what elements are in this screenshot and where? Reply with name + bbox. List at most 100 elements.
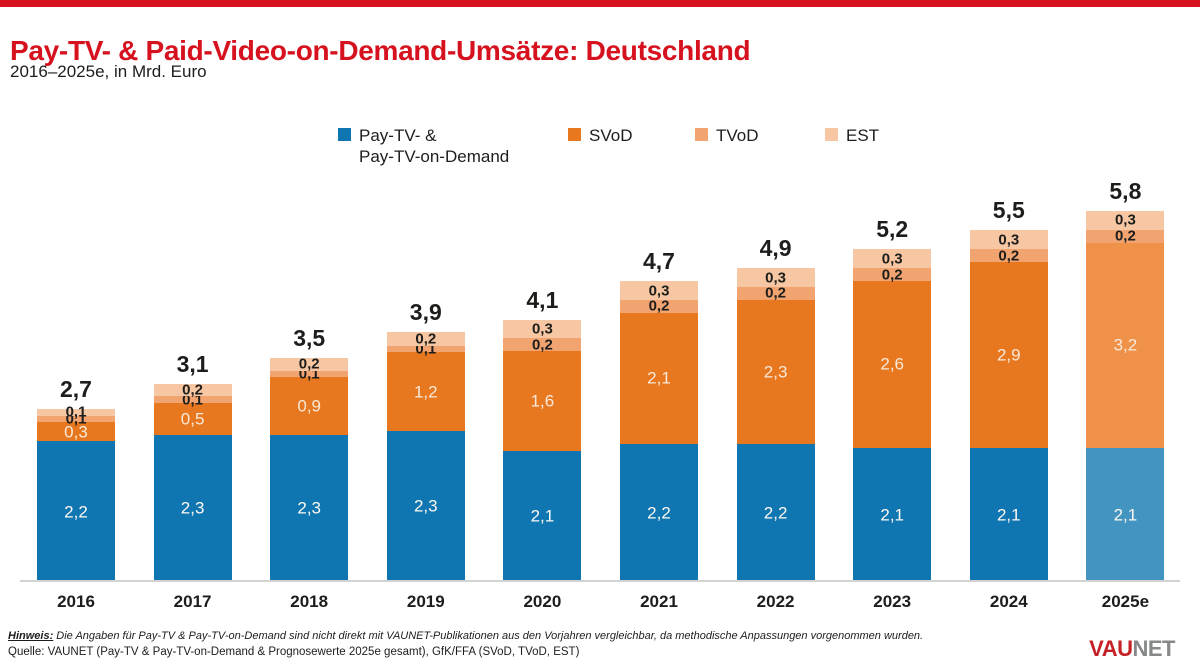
- x-axis-line: [20, 580, 1180, 582]
- bar-segment-est-2025e: 0,3: [1086, 210, 1165, 230]
- bar-segment-pay_tv-2025e: 2,1: [1086, 447, 1165, 582]
- x-axis-tick-label: 2017: [173, 592, 212, 611]
- segment-value-label: 2,3: [297, 498, 321, 518]
- bar-segment-svod-2022: 2,3: [736, 299, 815, 444]
- logo-net-text: NET: [1132, 636, 1176, 661]
- bar-segment-tvod-2024: 0,2: [969, 247, 1048, 265]
- segment-value-label: 0,2: [415, 330, 437, 348]
- bar-total-label: 3,1: [176, 350, 209, 377]
- segment-value-label: 0,3: [648, 282, 670, 300]
- x-axis-tick-label: 2023: [873, 592, 912, 611]
- segment-value-label: 2,1: [880, 505, 904, 525]
- bar-segment-tvod-2025e: 0,2: [1086, 229, 1165, 244]
- bar-segment-svod-2024: 2,9: [969, 262, 1048, 448]
- x-axis-tick-label: 2021: [640, 592, 678, 611]
- legend-label-tvod: TVoD: [716, 126, 759, 145]
- segment-value-label: 2,6: [880, 354, 904, 374]
- segment-value-label: 0,2: [298, 355, 320, 373]
- legend-swatch-pay-tv-icon: [338, 128, 351, 141]
- legend-label-pay-tv: Pay-TV- & Pay-TV-on-Demand: [359, 126, 510, 166]
- bar-total-label: 4,7: [643, 248, 675, 275]
- segment-value-label: 1,6: [530, 391, 555, 411]
- bar-segment-svod-2025e: 3,2: [1086, 242, 1165, 448]
- bar-total-label: 5,2: [876, 216, 909, 243]
- segment-value-label: 2,9: [996, 345, 1021, 365]
- bar-segment-svod-2018: 0,9: [270, 377, 349, 435]
- bar-total-label: 5,8: [1109, 177, 1142, 204]
- bar-segment-est-2017: 0,2: [153, 381, 232, 399]
- hinweis-label: Hinweis:: [8, 630, 54, 642]
- legend-item-est: EST: [825, 125, 879, 146]
- bar-total-label: 3,9: [409, 299, 442, 326]
- segment-value-label: 0,2: [881, 266, 903, 284]
- legend-item-tvod: TVoD: [695, 125, 759, 146]
- vaunet-logo: VAUNET: [1089, 636, 1175, 662]
- legend-label-est: EST: [846, 126, 880, 145]
- segment-value-label: 0,2: [998, 247, 1020, 265]
- segment-value-label: 0,3: [1114, 211, 1136, 229]
- segment-value-label: 2,1: [996, 505, 1021, 525]
- segment-value-label: 0,3: [531, 320, 553, 338]
- bar-segment-est-2018: 0,2: [270, 355, 349, 373]
- x-axis-tick-label: 2022: [756, 592, 795, 611]
- legend-label-svod: SVoD: [589, 126, 633, 145]
- logo-vau-text: VAU: [1089, 636, 1133, 661]
- legend-swatch-svod-icon: [568, 128, 581, 141]
- page-title: Pay-TV- & Paid-Video-on-Demand-Umsätze: …: [10, 34, 751, 66]
- segment-value-label: 0,3: [998, 231, 1020, 249]
- bar-segment-pay_tv-2021: 2,2: [620, 444, 698, 582]
- x-axis-tick-label: 2024: [989, 592, 1028, 611]
- footnote-hinweis: Hinweis: Die Angaben für Pay-TV & Pay-TV…: [8, 630, 923, 642]
- segment-value-label: 2,1: [647, 368, 671, 388]
- bar-segment-svod-2020: 1,6: [503, 350, 582, 451]
- legend-swatch-est-icon: [825, 128, 838, 141]
- legend-item-svod: SVoD: [568, 125, 632, 146]
- bar-segment-est-2021: 0,3: [620, 281, 698, 300]
- segment-value-label: 0,9: [297, 396, 321, 416]
- bar-segment-est-2016: 0,1: [37, 405, 115, 420]
- bar-segment-est-2023: 0,3: [853, 249, 932, 269]
- bar-segment-tvod-2020: 0,2: [503, 336, 582, 354]
- bar-segment-tvod-2023: 0,2: [853, 266, 932, 284]
- bar-segment-pay_tv-2022: 2,2: [736, 444, 815, 582]
- segment-value-label: 2,3: [180, 498, 205, 518]
- legend-item-pay-tv: Pay-TV- & Pay-TV-on-Demand: [338, 125, 509, 167]
- segment-value-label: 0,3: [765, 269, 787, 287]
- x-axis-tick-label: 2018: [290, 592, 329, 611]
- bar-segment-est-2024: 0,3: [969, 230, 1048, 250]
- bar-segment-pay_tv-2018: 2,3: [270, 434, 349, 582]
- legend-swatch-tvod-icon: [695, 128, 708, 141]
- segment-value-label: 0,3: [881, 250, 903, 268]
- bar-segment-svod-2023: 2,6: [853, 281, 932, 448]
- segment-value-label: 2,1: [1113, 505, 1138, 525]
- bar-segment-tvod-2021: 0,2: [620, 299, 698, 314]
- segment-value-label: 0,2: [531, 336, 553, 354]
- bar-segment-pay_tv-2016: 2,2: [37, 441, 115, 582]
- chart-subtitle: 2016–2025e, in Mrd. Euro: [10, 62, 207, 81]
- bar-segment-pay_tv-2017: 2,3: [153, 434, 232, 582]
- bar-segment-pay_tv-2024: 2,1: [969, 447, 1048, 582]
- bar-segment-svod-2019: 1,2: [386, 352, 465, 431]
- segment-value-label: 2,1: [530, 506, 555, 526]
- segment-value-label: 0,2: [182, 381, 204, 399]
- segment-value-label: 0,1: [65, 403, 87, 421]
- bar-segment-svod-2016: 0,3: [37, 422, 115, 442]
- bar-segment-est-2019: 0,2: [386, 330, 465, 348]
- segment-value-label: 2,3: [413, 496, 438, 516]
- segment-value-label: 1,2: [413, 382, 438, 401]
- bar-segment-pay_tv-2023: 2,1: [853, 447, 932, 582]
- segment-value-label: 2,2: [64, 502, 88, 522]
- bar-total-label: 5,5: [992, 197, 1025, 223]
- segment-value-label: 2,2: [647, 503, 671, 523]
- bar-total-label: 2,7: [60, 376, 92, 403]
- bar-total-label: 3,5: [293, 325, 326, 351]
- x-axis-tick-label: 2025e: [1101, 592, 1150, 611]
- footnote-quelle: Quelle: VAUNET (Pay-TV & Pay-TV-on-Deman…: [8, 646, 580, 658]
- bar-segment-est-2022: 0,3: [736, 268, 815, 288]
- segment-value-label: 2,2: [763, 503, 788, 523]
- segment-value-label: 0,2: [765, 284, 787, 302]
- bar-segment-svod-2021: 2,1: [620, 312, 698, 445]
- hinweis-text: Die Angaben für Pay-TV & Pay-TV-on-Deman…: [53, 630, 924, 642]
- bar-segment-est-2020: 0,3: [503, 319, 582, 339]
